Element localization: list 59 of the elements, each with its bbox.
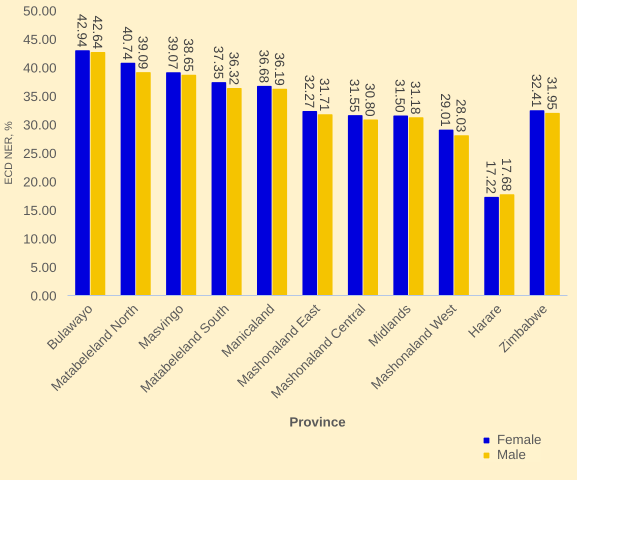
bar — [393, 115, 408, 296]
data-label: 17.22 — [484, 160, 499, 194]
y-tick-label: 5.00 — [30, 260, 57, 275]
data-label: 37.35 — [210, 46, 226, 80]
data-label: 29.01 — [438, 93, 454, 127]
data-label: 42.94 — [74, 14, 90, 48]
y-tick-label: 15.00 — [23, 203, 57, 218]
data-label: 36.19 — [272, 52, 287, 86]
bar — [75, 50, 90, 296]
data-label: 32.27 — [302, 74, 317, 108]
legend-label: Male — [497, 447, 526, 462]
data-label: 31.50 — [392, 79, 408, 113]
data-label: 39.07 — [165, 36, 180, 70]
bar — [318, 114, 333, 296]
y-tick-label: 50.00 — [23, 4, 57, 18]
y-tick-label: 0.00 — [30, 288, 57, 304]
data-label: 31.18 — [408, 81, 424, 114]
bar — [454, 135, 469, 296]
bar — [120, 62, 136, 296]
data-label: 39.09 — [135, 36, 150, 70]
data-label: 36.68 — [256, 50, 272, 84]
bar — [530, 110, 544, 296]
data-label: 31.71 — [317, 78, 332, 112]
data-label: 31.95 — [544, 76, 560, 110]
data-label: 36.32 — [226, 52, 242, 86]
data-label: 32.41 — [529, 74, 544, 108]
data-label: 42.64 — [90, 16, 105, 50]
data-label: 30.80 — [362, 83, 378, 117]
data-label: 38.65 — [180, 38, 196, 72]
bar — [408, 117, 424, 296]
data-label: 28.03 — [454, 98, 469, 132]
y-tick-label: 40.00 — [23, 60, 57, 76]
x-axis-title: Province — [289, 414, 346, 430]
bar — [212, 82, 226, 296]
bar — [438, 130, 454, 296]
data-label: 31.55 — [347, 78, 362, 112]
bar — [136, 72, 151, 296]
data-label: 17.68 — [499, 158, 514, 192]
bar — [484, 196, 499, 296]
y-tick-label: 45.00 — [23, 32, 57, 47]
y-tick-label: 35.00 — [23, 89, 57, 104]
bar — [363, 119, 378, 296]
bar — [545, 112, 560, 296]
data-label: 40.74 — [120, 26, 135, 60]
bar — [182, 74, 196, 296]
y-tick-label: 25.00 — [23, 146, 57, 161]
bar — [227, 88, 242, 296]
y-tick-label: 10.00 — [23, 232, 57, 246]
bar — [302, 111, 318, 296]
y-tick-label: 30.00 — [23, 118, 57, 132]
bar — [90, 52, 106, 296]
bar — [500, 194, 514, 296]
bar — [166, 72, 181, 296]
bar — [272, 88, 288, 296]
bar — [348, 115, 363, 296]
legend-label: Female — [497, 432, 542, 447]
y-tick-label: 20.00 — [23, 174, 57, 190]
y-axis-title: ECD NER, % — [3, 120, 16, 185]
bar — [257, 86, 272, 296]
